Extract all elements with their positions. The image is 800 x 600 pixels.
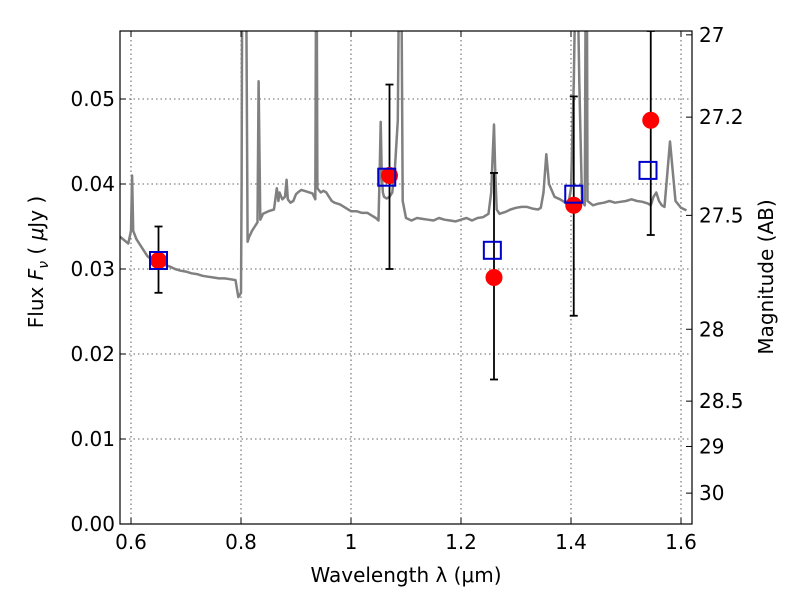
y2-tick-label: 30 — [699, 481, 724, 505]
x-tick-label: 0.8 — [225, 530, 257, 554]
model-point — [377, 167, 397, 187]
model-point — [482, 240, 502, 260]
points-layer — [149, 31, 660, 381]
model-point — [564, 184, 584, 204]
y2-tick-label: 28.5 — [699, 389, 744, 413]
y2-tick-label: 28 — [699, 317, 724, 341]
y2-tick-label: 27.5 — [699, 203, 744, 227]
spectrum-layer — [120, 31, 688, 299]
observed-point — [565, 196, 583, 214]
model-point — [149, 251, 168, 270]
observed-point — [642, 111, 660, 129]
y-axis-title: Flux Fν ( μJy ) — [24, 196, 52, 328]
y-tick-label: 0.00 — [70, 512, 115, 536]
y2-axis-title: Magnitude (AB) — [754, 199, 778, 354]
y-tick-label: 0.01 — [70, 427, 115, 451]
observed-point — [381, 167, 398, 184]
axis-ticks: 0.6 0.8 1 1.2 1.4 1.6 0.00 0.01 0.02 0.03 0.04 0.05… — [70, 23, 743, 554]
observed-point — [150, 252, 167, 269]
x-tick-label: 0.6 — [115, 530, 147, 554]
x-tick-label: 1.6 — [665, 530, 697, 554]
y2-tick-label: 29 — [699, 434, 724, 458]
y-tick-label: 0.02 — [70, 342, 115, 366]
y2-tick-label: 27.2 — [699, 105, 744, 129]
gridlines — [120, 31, 692, 524]
observed-point — [485, 269, 503, 286]
x-tick-label: 1.2 — [445, 530, 477, 554]
x-axis-title: Wavelength λ (μm) — [310, 563, 501, 587]
plot-frame — [119, 30, 693, 525]
x-tick-label: 1.4 — [555, 530, 587, 554]
y-tick-label: 0.03 — [70, 257, 115, 281]
y-tick-label: 0.04 — [70, 172, 115, 196]
y2-tick-label: 27 — [699, 23, 724, 47]
model-point — [638, 160, 658, 180]
model-spectrum-line — [120, 31, 688, 299]
x-tick-label: 1 — [345, 530, 358, 554]
y-tick-label: 0.05 — [70, 87, 115, 111]
